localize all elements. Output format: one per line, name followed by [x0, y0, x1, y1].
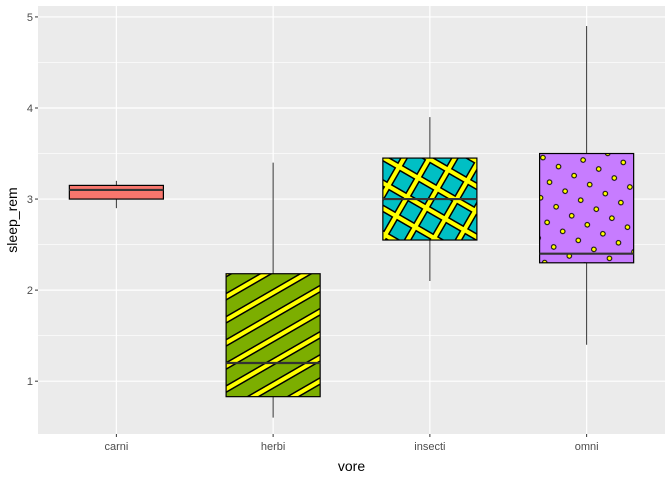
x-tick-label: omni: [575, 441, 599, 453]
x-tick-label: herbi: [261, 441, 285, 453]
boxes: [68, 26, 635, 418]
y-axis-title: sleep_rem: [4, 187, 20, 252]
y-tick-label: 4: [27, 103, 33, 115]
box-carni: [68, 180, 165, 209]
box-herbi: [225, 162, 321, 418]
axes: 1 2 3 4 5 carni herbi insecti omni: [27, 12, 599, 453]
y-tick-label: 5: [27, 12, 33, 24]
box-pattern: [226, 273, 321, 397]
x-tick-label: carni: [104, 441, 128, 453]
box-outline: [538, 152, 635, 264]
y-tick-label: 3: [27, 194, 33, 206]
box-pattern: [539, 153, 634, 263]
y-tick-label: 1: [27, 376, 33, 388]
box-outline: [225, 273, 321, 398]
x-axis-title: vore: [338, 458, 365, 474]
box-insecti: [382, 117, 478, 282]
x-tick-label: insecti: [414, 441, 445, 453]
box-body: [69, 185, 164, 200]
box-outline: [68, 184, 165, 200]
y-tick-label: 2: [27, 285, 33, 297]
box-omni: [538, 26, 635, 345]
